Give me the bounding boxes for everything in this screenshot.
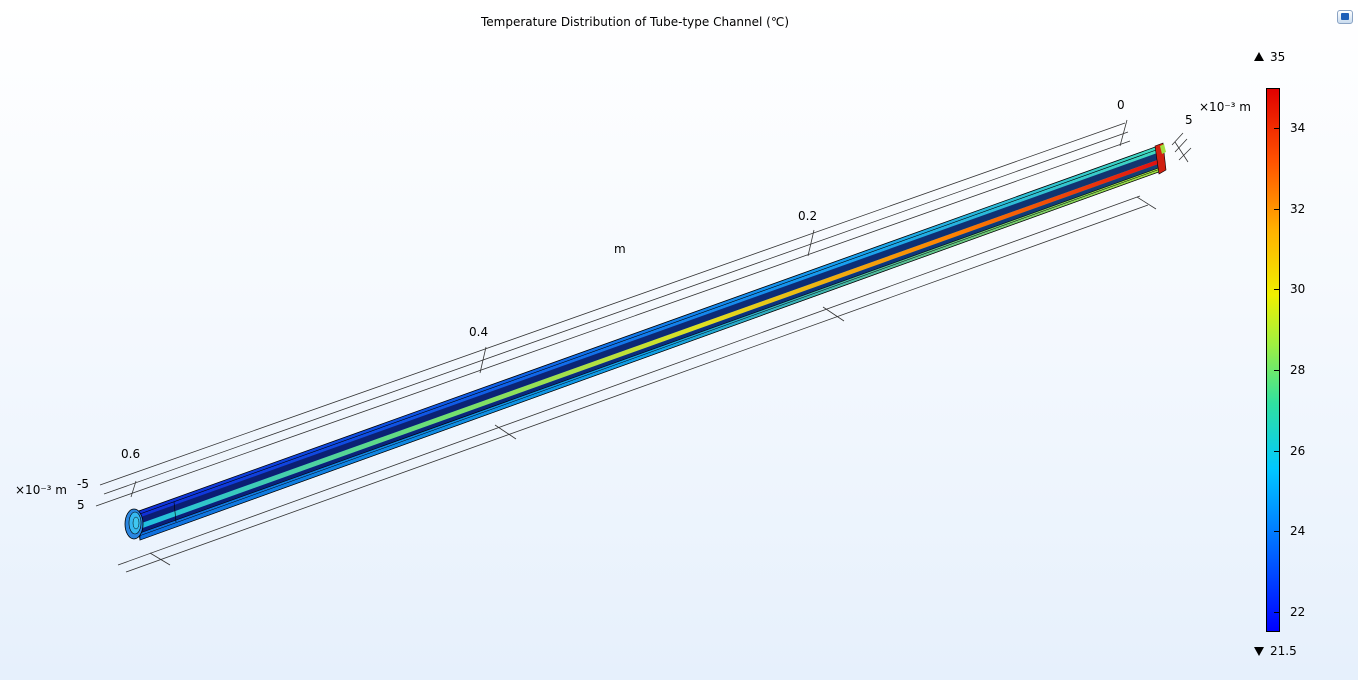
x-tick-label: 0.2 bbox=[798, 209, 817, 223]
x-tick-label: 0.6 bbox=[121, 447, 140, 461]
side-axis-scale-left: ×10⁻³ m bbox=[15, 483, 67, 497]
max-arrow-icon bbox=[1254, 52, 1264, 61]
x-tick-label: 0.4 bbox=[469, 325, 488, 339]
colorbar-tick-label: 24 bbox=[1290, 524, 1306, 539]
colorbar-tick bbox=[1274, 450, 1280, 452]
axis-box-lines bbox=[95, 119, 1192, 573]
colorbar-tick-label: 34 bbox=[1290, 121, 1306, 136]
colorbar-tick bbox=[1274, 128, 1280, 130]
colorbar-tick-label: 30 bbox=[1290, 282, 1306, 297]
min-arrow-icon bbox=[1254, 647, 1264, 656]
colorbar bbox=[1266, 88, 1280, 632]
colorbar-tick bbox=[1274, 611, 1280, 613]
side-tick-label: 5 bbox=[1185, 113, 1193, 127]
tube-channel bbox=[124, 142, 1167, 541]
x-tick-label: 0 bbox=[1117, 98, 1125, 112]
side-tick-label: -5 bbox=[77, 477, 89, 491]
side-tick-label: 5 bbox=[77, 498, 85, 512]
colorbar-tick-label: 32 bbox=[1290, 201, 1306, 216]
colorbar-max: 35 bbox=[1270, 50, 1286, 64]
view-toggle-icon[interactable] bbox=[1337, 10, 1353, 24]
colorbar-tick-label: 28 bbox=[1290, 363, 1306, 378]
x-axis-unit: m bbox=[614, 242, 626, 256]
colorbar-tick-label: 26 bbox=[1290, 443, 1306, 458]
colorbar-tick bbox=[1274, 208, 1280, 210]
colorbar-tick-label: 22 bbox=[1290, 604, 1306, 619]
colorbar-tick bbox=[1274, 531, 1280, 533]
plot-title: Temperature Distribution of Tube-type Ch… bbox=[480, 15, 789, 29]
side-axis-scale-right: ×10⁻³ m bbox=[1199, 100, 1251, 114]
colorbar-tick bbox=[1274, 370, 1280, 372]
colorbar-min: 21.5 bbox=[1270, 644, 1297, 658]
colorbar-tick bbox=[1274, 289, 1280, 291]
